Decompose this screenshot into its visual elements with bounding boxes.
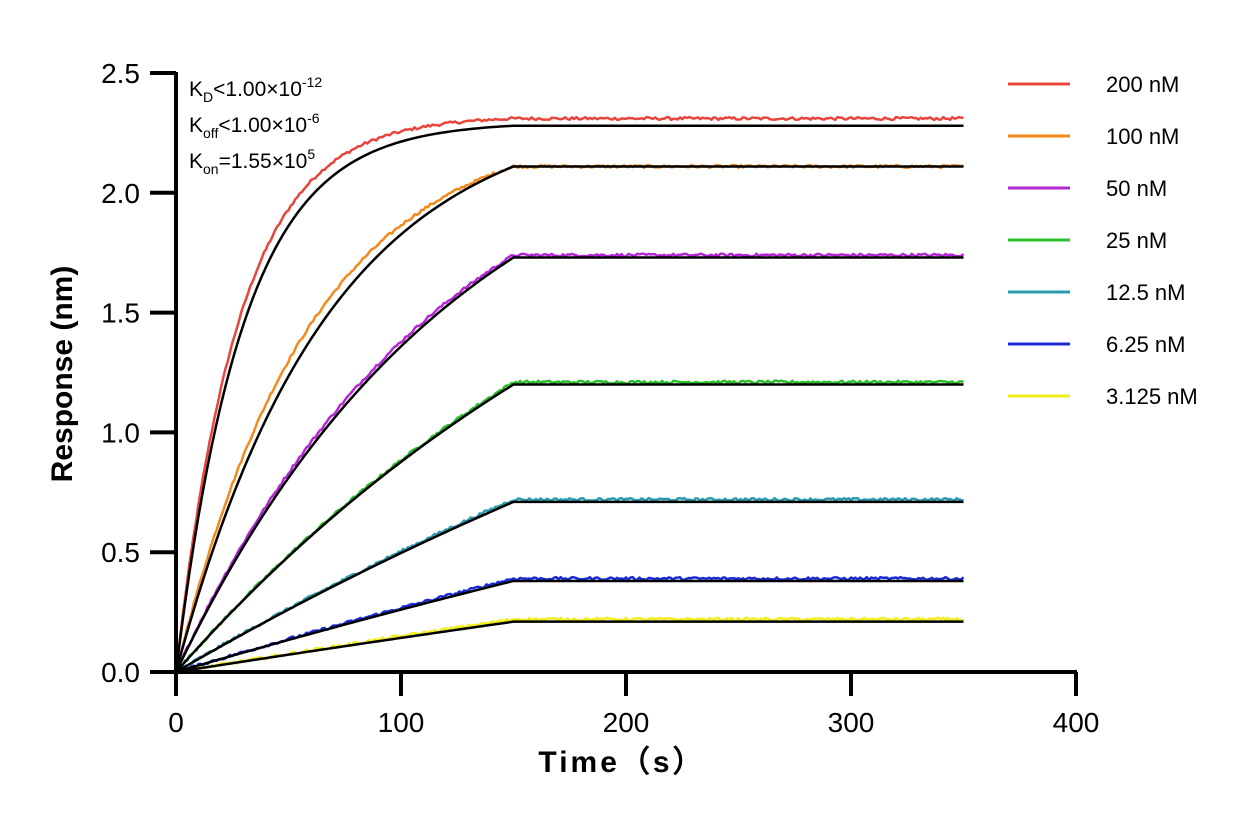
y-tick-label: 0.0 [101, 657, 140, 688]
kinetic-constant: Kon=1.55×105 [189, 146, 315, 177]
x-tick-label: 300 [828, 707, 875, 738]
y-tick-label: 0.5 [101, 537, 140, 568]
y-axis-title: Response (nm) [46, 266, 79, 483]
fit-line-12.5-nm [175, 500, 964, 674]
y-tick-label: 2.5 [101, 58, 140, 89]
legend-label: 25 nM [1106, 228, 1167, 253]
x-tick-label: 100 [378, 707, 425, 738]
series-line-6.25-nm [175, 575, 965, 674]
fit-line-6.25-nm [175, 579, 964, 674]
legend-label: 50 nM [1106, 176, 1167, 201]
curves-layer [174, 115, 965, 674]
x-tick-label: 0 [168, 707, 184, 738]
fit-line-100-nm [174, 165, 964, 673]
legend-label: 3.125 nM [1106, 384, 1198, 409]
fit-line-50-nm [174, 256, 964, 673]
series-line-12.5-nm [175, 496, 964, 674]
axes-layer [150, 72, 1077, 674]
fit-line-25-nm [175, 383, 964, 673]
legend: 200 nM 100 nM 50 nM 25 nM 12.5 nM 6.25 nM 3.12… [1008, 72, 1198, 409]
x-axis-title: Time（s） [538, 745, 705, 779]
x-tick-label: 200 [603, 707, 650, 738]
x-tick-label: 400 [1053, 707, 1100, 738]
kinetic-constant: Koff<1.00×10-6 [189, 110, 320, 141]
legend-label: 12.5 nM [1106, 280, 1186, 305]
legend-label: 100 nM [1106, 124, 1179, 149]
series-line-3.125-nm [175, 616, 964, 674]
kinetic-constants: KD<1.00×10-12 Koff<1.00×10-6 Kon=1.55×105 [189, 74, 322, 177]
series-line-25-nm [175, 379, 964, 673]
kinetic-constant: KD<1.00×10-12 [189, 74, 322, 105]
series-line-100-nm [174, 163, 965, 673]
y-tick-label: 1.0 [101, 417, 140, 448]
fit-line-200-nm [174, 124, 964, 673]
fit-line-3.125-nm [175, 620, 964, 674]
ticks-layer: 0 100 200 300 400 0.0 0.5 1.0 1.5 2.0 2.5 [101, 58, 1099, 738]
y-tick-label: 2.0 [101, 178, 140, 209]
series-line-200-nm [174, 115, 964, 673]
y-tick-label: 1.5 [101, 298, 140, 329]
legend-label: 6.25 nM [1106, 332, 1186, 357]
series-line-50-nm [174, 252, 965, 673]
legend-label: 200 nM [1106, 72, 1179, 97]
